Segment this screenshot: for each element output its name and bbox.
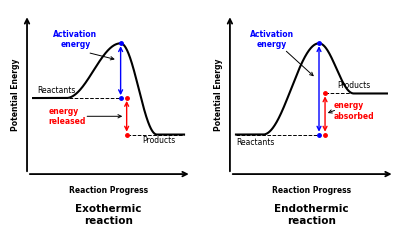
- Text: Reactants: Reactants: [236, 138, 274, 147]
- Text: Reactants: Reactants: [38, 86, 76, 95]
- Text: Exothermic
reaction: Exothermic reaction: [75, 204, 142, 226]
- Text: Activation
energy: Activation energy: [53, 30, 97, 49]
- Text: Products: Products: [142, 136, 175, 145]
- Text: energy
absorbed: energy absorbed: [334, 101, 375, 121]
- Text: Reaction Progress: Reaction Progress: [69, 186, 148, 195]
- Text: Products: Products: [337, 81, 370, 91]
- Text: Endothermic
reaction: Endothermic reaction: [274, 204, 349, 226]
- Text: energy
released: energy released: [48, 107, 86, 126]
- Text: Reaction Progress: Reaction Progress: [272, 186, 351, 195]
- Text: Potential Energy: Potential Energy: [11, 59, 20, 131]
- Text: Potential Energy: Potential Energy: [214, 59, 223, 131]
- Text: Activation
energy: Activation energy: [250, 30, 294, 49]
